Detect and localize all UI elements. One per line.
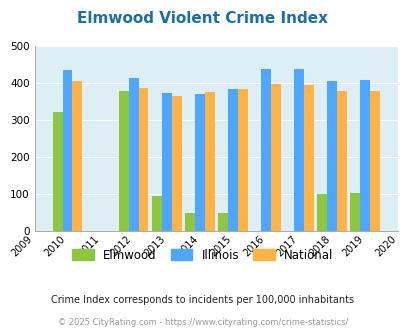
Text: Elmwood Violent Crime Index: Elmwood Violent Crime Index	[77, 11, 328, 26]
Bar	[316, 194, 326, 231]
Bar	[217, 213, 227, 231]
Bar	[326, 81, 336, 231]
Bar	[128, 78, 138, 231]
Bar	[336, 90, 346, 231]
Bar	[293, 69, 303, 231]
Bar	[53, 112, 62, 231]
Bar	[227, 89, 237, 231]
Bar	[237, 89, 247, 231]
Bar	[171, 96, 181, 231]
Bar	[62, 70, 72, 231]
Text: © 2025 CityRating.com - https://www.cityrating.com/crime-statistics/: © 2025 CityRating.com - https://www.city…	[58, 318, 347, 327]
Bar	[72, 81, 82, 231]
Bar	[118, 90, 128, 231]
Bar	[194, 94, 204, 231]
Text: Crime Index corresponds to incidents per 100,000 inhabitants: Crime Index corresponds to incidents per…	[51, 295, 354, 305]
Bar	[359, 80, 369, 231]
Bar	[349, 193, 359, 231]
Bar	[138, 87, 148, 231]
Legend: Elmwood, Illinois, National: Elmwood, Illinois, National	[68, 244, 337, 266]
Bar	[161, 93, 171, 231]
Bar	[204, 92, 214, 231]
Bar	[369, 91, 379, 231]
Bar	[151, 196, 161, 231]
Bar	[303, 85, 313, 231]
Bar	[270, 84, 280, 231]
Bar	[260, 69, 270, 231]
Bar	[184, 213, 194, 231]
